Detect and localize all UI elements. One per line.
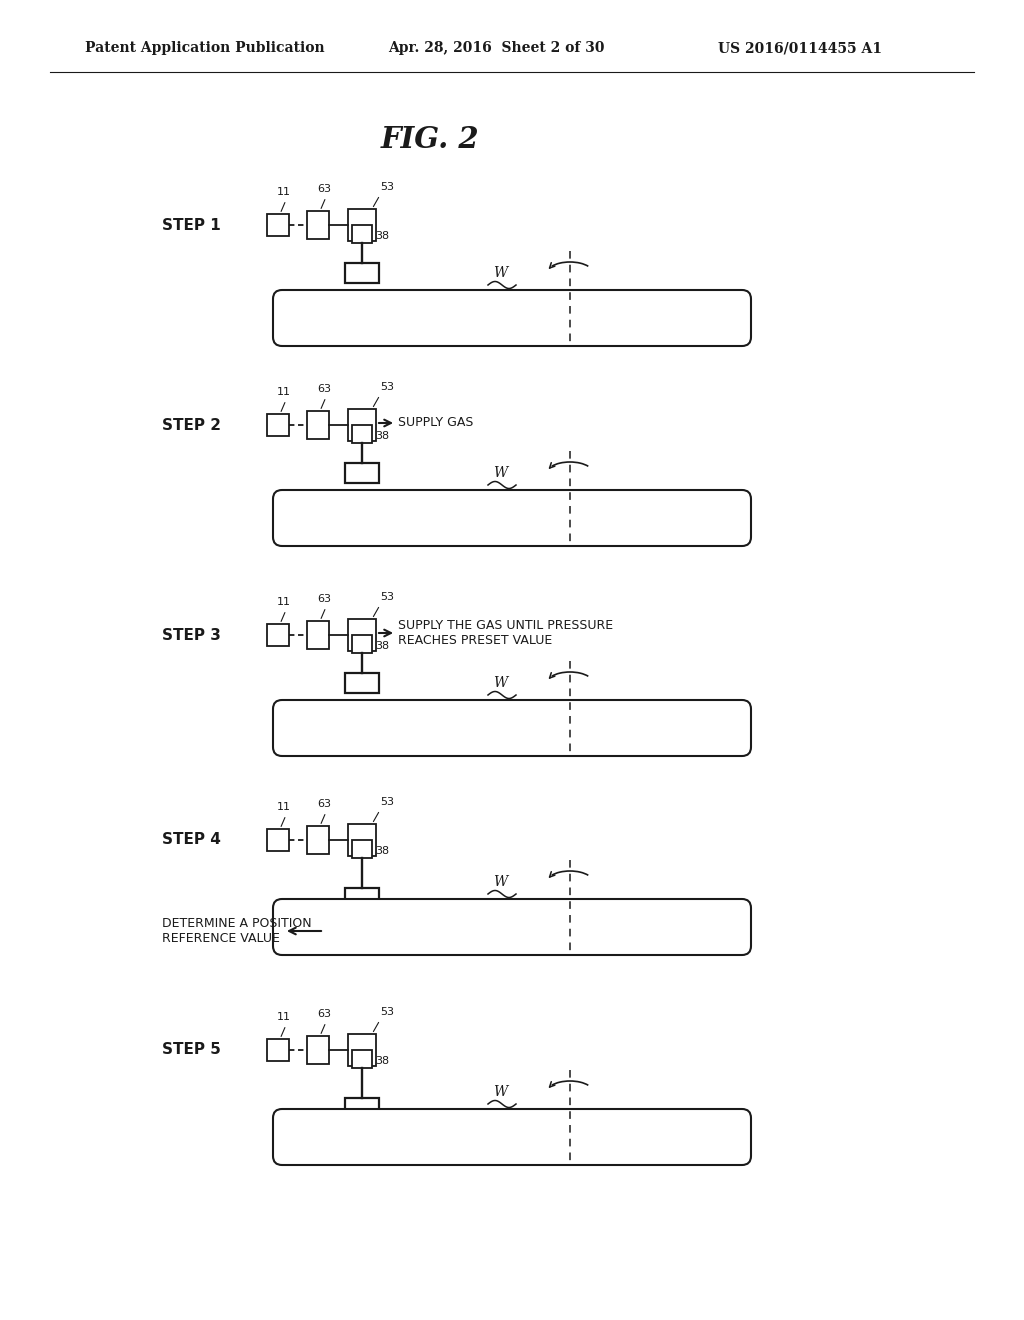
- FancyBboxPatch shape: [273, 490, 751, 546]
- Bar: [307, 411, 329, 440]
- Bar: [345, 673, 379, 693]
- Text: 63: 63: [317, 183, 331, 194]
- Bar: [345, 263, 379, 282]
- Text: W: W: [493, 466, 507, 480]
- Text: 63: 63: [317, 1008, 331, 1019]
- Text: 11: 11: [278, 803, 291, 812]
- Bar: [307, 1036, 329, 1064]
- Text: W: W: [493, 676, 507, 690]
- Text: 38: 38: [375, 642, 389, 651]
- Text: DETERMINE A POSITION
REFERENCE VALUE: DETERMINE A POSITION REFERENCE VALUE: [162, 917, 311, 945]
- Text: 38: 38: [375, 231, 389, 242]
- Text: US 2016/0114455 A1: US 2016/0114455 A1: [718, 41, 882, 55]
- Bar: [352, 425, 372, 444]
- Text: 53: 53: [380, 182, 394, 191]
- Bar: [348, 619, 376, 651]
- Bar: [352, 224, 372, 243]
- Text: 63: 63: [317, 594, 331, 605]
- Text: W: W: [493, 1085, 507, 1100]
- Text: SUPPLY GAS: SUPPLY GAS: [398, 417, 473, 429]
- Bar: [345, 888, 379, 908]
- Bar: [307, 620, 329, 649]
- Text: 11: 11: [278, 187, 291, 197]
- Text: 53: 53: [380, 1007, 394, 1016]
- Bar: [352, 635, 372, 653]
- Bar: [267, 414, 289, 436]
- FancyBboxPatch shape: [273, 899, 751, 954]
- Bar: [307, 826, 329, 854]
- Text: STEP 1: STEP 1: [162, 218, 221, 232]
- Text: 38: 38: [375, 846, 389, 855]
- Text: 63: 63: [317, 799, 331, 809]
- FancyBboxPatch shape: [273, 700, 751, 756]
- Text: 53: 53: [380, 381, 394, 392]
- Text: FIG. 2: FIG. 2: [381, 125, 479, 154]
- Text: 11: 11: [278, 387, 291, 397]
- Bar: [267, 624, 289, 645]
- Bar: [345, 463, 379, 483]
- Text: STEP 5: STEP 5: [162, 1043, 221, 1057]
- Text: Patent Application Publication: Patent Application Publication: [85, 41, 325, 55]
- Bar: [267, 829, 289, 851]
- Bar: [267, 1039, 289, 1061]
- Bar: [267, 214, 289, 236]
- Text: 53: 53: [380, 797, 394, 807]
- Text: 63: 63: [317, 384, 331, 393]
- Text: 38: 38: [375, 432, 389, 441]
- Text: SUPPLY THE GAS UNTIL PRESSURE
REACHES PRESET VALUE: SUPPLY THE GAS UNTIL PRESSURE REACHES PR…: [398, 619, 613, 647]
- Text: 11: 11: [278, 1012, 291, 1022]
- FancyBboxPatch shape: [273, 290, 751, 346]
- Bar: [352, 840, 372, 858]
- Text: 11: 11: [278, 597, 291, 607]
- Bar: [345, 1098, 379, 1118]
- Text: 38: 38: [375, 1056, 389, 1067]
- FancyBboxPatch shape: [273, 1109, 751, 1166]
- Text: 53: 53: [380, 591, 394, 602]
- Text: W: W: [493, 267, 507, 280]
- Bar: [348, 1034, 376, 1067]
- Text: STEP 4: STEP 4: [162, 833, 221, 847]
- Bar: [348, 824, 376, 855]
- Bar: [348, 209, 376, 242]
- Bar: [307, 211, 329, 239]
- Text: W: W: [493, 875, 507, 888]
- Text: Apr. 28, 2016  Sheet 2 of 30: Apr. 28, 2016 Sheet 2 of 30: [388, 41, 604, 55]
- Bar: [348, 409, 376, 441]
- Text: STEP 3: STEP 3: [162, 627, 221, 643]
- Text: STEP 2: STEP 2: [162, 417, 221, 433]
- Bar: [352, 1049, 372, 1068]
